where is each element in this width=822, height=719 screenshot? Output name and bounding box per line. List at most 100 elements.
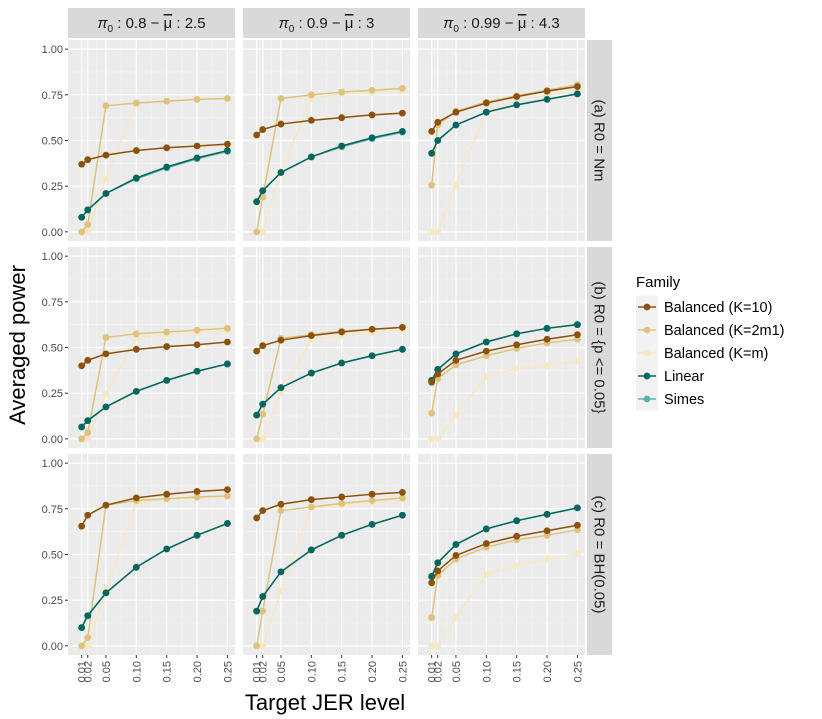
- data-point-balanced-k-m: [543, 555, 551, 563]
- data-point-balanced-k-2m1: [78, 435, 86, 443]
- y-tick-label: 0.00: [42, 641, 63, 653]
- data-point-linear: [434, 137, 442, 144]
- panel-r0-c0: [68, 40, 235, 241]
- data-point-balanced-k-10: [224, 338, 231, 346]
- data-point-linear: [253, 411, 261, 419]
- data-point-balanced-k-10: [307, 332, 315, 340]
- legend-key-point: [643, 349, 651, 357]
- panel-r1-c1: [243, 247, 410, 448]
- col-strip-part-val: : 4.3: [526, 15, 559, 32]
- col-strip-part-pi: π: [443, 15, 454, 32]
- data-point-balanced-k-10: [574, 521, 581, 529]
- data-point-balanced-k-2m1: [428, 181, 436, 189]
- data-point-balanced-k-2m1: [307, 503, 315, 511]
- x-tick-label: 0.20: [542, 661, 554, 682]
- y-tick-label: 0.75: [42, 90, 63, 102]
- data-point-balanced-k-m: [452, 614, 460, 621]
- data-point-linear: [224, 520, 231, 527]
- data-point-balanced-k-10: [224, 486, 231, 494]
- legend-key-point: [643, 395, 651, 403]
- data-point-balanced-k-10: [78, 522, 86, 530]
- data-point-balanced-k-10: [163, 343, 171, 350]
- y-tick-label: 1.00: [42, 251, 63, 263]
- col-strip-label: π0 : 0.8 − μ : 2.5: [97, 15, 205, 35]
- data-point-linear: [224, 360, 231, 368]
- data-point-balanced-k-2m1: [259, 193, 267, 201]
- data-point-linear: [102, 190, 110, 197]
- data-point-linear: [259, 187, 267, 195]
- data-point-balanced-k-10: [307, 496, 315, 504]
- row-strip-2: [587, 454, 612, 655]
- x-tick-label: 0.25: [397, 661, 409, 682]
- x-tick-label: 0.20: [367, 661, 379, 682]
- data-point-linear: [102, 403, 110, 411]
- data-point-balanced-k-m: [84, 435, 92, 443]
- legend-label: Balanced (K=2m1): [664, 323, 785, 339]
- col-strip-part-mu: μ: [345, 15, 354, 32]
- data-point-balanced-k-10: [277, 120, 285, 128]
- data-point-balanced-k-m: [513, 365, 521, 372]
- data-point-balanced-k-m: [259, 228, 267, 236]
- data-point-linear: [368, 520, 376, 528]
- data-point-linear: [513, 517, 521, 525]
- y-tick-label: 0.75: [42, 297, 63, 309]
- data-point-balanced-k-10: [259, 507, 267, 515]
- data-point-linear: [452, 350, 460, 358]
- data-point-balanced-k-2m1: [224, 324, 231, 332]
- data-point-balanced-k-10: [84, 356, 92, 364]
- legend-key-point: [643, 326, 651, 334]
- y-tick-label: 0.25: [42, 181, 63, 193]
- x-axis-title: Target JER level: [245, 690, 405, 715]
- data-point-linear: [543, 324, 551, 332]
- data-point-balanced-k-10: [102, 501, 110, 509]
- data-point-balanced-k-10: [132, 494, 140, 502]
- data-point-balanced-k-2m1: [259, 410, 267, 418]
- x-tick-label: 0.10: [131, 661, 143, 682]
- data-point-balanced-k-2m1: [84, 634, 92, 642]
- col-strip-label: π0 : 0.99 − μ : 4.3: [443, 15, 559, 35]
- data-point-balanced-k-2m1: [193, 95, 201, 103]
- data-point-linear: [193, 367, 201, 375]
- panel-r1-c2: [418, 247, 585, 448]
- data-point-balanced-k-10: [482, 347, 490, 355]
- y-tick-label: 0.00: [42, 434, 63, 446]
- data-point-balanced-k-10: [193, 142, 201, 150]
- legend-title: Family: [636, 274, 681, 291]
- row-strip-label: (a) R0 = Nm: [591, 99, 608, 181]
- x-tick-label: 0.05: [101, 661, 113, 682]
- data-point-balanced-k-10: [574, 83, 581, 90]
- data-point-balanced-k-10: [428, 579, 436, 587]
- data-point-balanced-k-10: [543, 87, 551, 95]
- data-point-linear: [513, 101, 521, 109]
- data-point-balanced-k-2m1: [84, 221, 92, 228]
- data-point-balanced-k-10: [399, 324, 406, 331]
- col-strip-part-val: : 3: [353, 15, 374, 32]
- data-point-balanced-k-m: [259, 435, 267, 443]
- x-tick-label: 0.05: [451, 661, 463, 682]
- data-point-balanced-k-10: [434, 118, 442, 126]
- data-point-balanced-k-10: [338, 328, 346, 336]
- data-point-linear: [338, 142, 346, 150]
- data-point-balanced-k-2m1: [307, 91, 315, 99]
- data-point-linear: [163, 545, 171, 553]
- data-point-linear: [338, 531, 346, 539]
- data-point-balanced-k-2m1: [102, 102, 110, 110]
- data-point-balanced-k-10: [78, 160, 86, 168]
- x-tick-label: 0.10: [481, 661, 493, 682]
- col-strip-part-pi: π: [97, 15, 108, 32]
- data-point-balanced-k-10: [399, 488, 406, 496]
- data-point-linear: [307, 369, 315, 377]
- data-point-linear: [102, 589, 110, 597]
- data-point-balanced-k-m: [574, 550, 581, 557]
- data-point-balanced-k-10: [193, 488, 201, 495]
- data-point-balanced-k-10: [307, 117, 315, 124]
- data-point-balanced-k-2m1: [253, 642, 261, 650]
- data-point-balanced-k-m: [84, 642, 92, 650]
- data-point-balanced-k-2m1: [277, 507, 285, 515]
- data-point-balanced-k-10: [368, 490, 376, 498]
- data-point-balanced-k-10: [513, 532, 521, 540]
- x-tick-label: 0.02: [258, 661, 270, 682]
- col-strip-part-rest: : 0.9 −: [294, 15, 344, 32]
- data-point-balanced-k-m: [84, 228, 92, 236]
- data-point-balanced-k-10: [253, 514, 261, 522]
